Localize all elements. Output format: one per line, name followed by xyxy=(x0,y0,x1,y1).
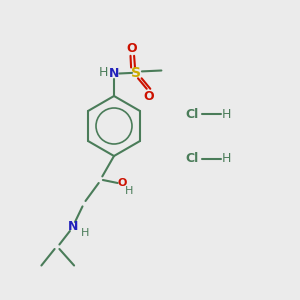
Text: O: O xyxy=(144,89,154,103)
Text: N: N xyxy=(68,220,79,233)
Text: O: O xyxy=(117,178,127,188)
Text: S: S xyxy=(131,66,142,80)
Text: Cl: Cl xyxy=(185,107,199,121)
Text: H: H xyxy=(81,228,89,238)
Text: O: O xyxy=(127,42,137,55)
Text: H: H xyxy=(222,152,231,166)
Text: N: N xyxy=(109,67,119,80)
Text: H: H xyxy=(124,186,133,196)
Text: H: H xyxy=(222,107,231,121)
Text: Cl: Cl xyxy=(185,152,199,166)
Text: H: H xyxy=(99,66,108,80)
